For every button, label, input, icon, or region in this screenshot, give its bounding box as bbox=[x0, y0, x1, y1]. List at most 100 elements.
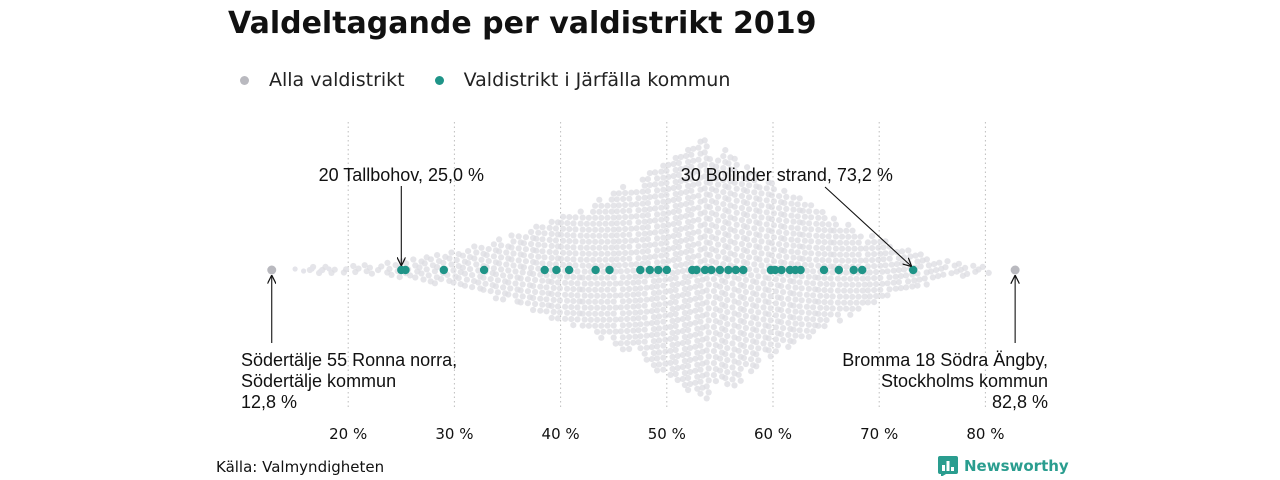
district-point bbox=[783, 193, 790, 200]
district-point bbox=[760, 280, 767, 287]
jarfalla-point bbox=[715, 265, 725, 275]
district-point bbox=[546, 248, 553, 255]
district-point bbox=[644, 260, 652, 267]
district-point bbox=[615, 238, 623, 245]
district-point bbox=[746, 218, 753, 225]
district-point bbox=[463, 276, 470, 283]
district-point bbox=[660, 330, 667, 337]
district-point bbox=[630, 267, 637, 274]
district-point bbox=[733, 161, 740, 168]
annotation-label: Södertälje 55 Ronna norra, bbox=[241, 350, 457, 370]
district-point bbox=[755, 345, 762, 352]
district-point bbox=[624, 267, 631, 275]
district-point bbox=[685, 242, 692, 250]
annotation-label: 12,8 % bbox=[241, 392, 297, 412]
district-point bbox=[663, 203, 670, 210]
district-point bbox=[570, 232, 577, 239]
district-point bbox=[705, 389, 712, 396]
district-point bbox=[821, 227, 828, 234]
district-point bbox=[600, 292, 607, 299]
legend-dot-jarfalla bbox=[434, 75, 444, 85]
district-point bbox=[596, 220, 603, 227]
district-point bbox=[610, 202, 617, 209]
district-point bbox=[751, 213, 758, 220]
district-point bbox=[622, 189, 629, 197]
district-point bbox=[662, 300, 669, 307]
district-point bbox=[916, 276, 923, 283]
district-point bbox=[643, 356, 650, 363]
district-point bbox=[530, 282, 537, 290]
district-point bbox=[630, 303, 637, 310]
district-point bbox=[687, 308, 694, 316]
district-point bbox=[587, 316, 595, 323]
district-point bbox=[535, 241, 542, 248]
district-point bbox=[899, 248, 906, 255]
district-point bbox=[687, 296, 694, 304]
district-point bbox=[740, 318, 748, 326]
district-point bbox=[715, 157, 722, 164]
district-point bbox=[669, 329, 676, 336]
district-point bbox=[669, 341, 676, 348]
district-point bbox=[703, 323, 710, 330]
district-point bbox=[742, 276, 750, 284]
district-point bbox=[590, 232, 597, 239]
district-point bbox=[594, 328, 601, 335]
annotations: 20 Tallbohov, 25,0 % 30 Bolinder strand, … bbox=[241, 165, 1048, 412]
district-point bbox=[740, 342, 748, 350]
district-point bbox=[639, 260, 646, 267]
district-point bbox=[713, 259, 720, 266]
district-point bbox=[564, 297, 571, 304]
district-point bbox=[656, 337, 663, 344]
district-point bbox=[541, 230, 548, 237]
district-point bbox=[637, 333, 644, 340]
district-point bbox=[416, 264, 423, 271]
district-point bbox=[914, 282, 921, 289]
district-point bbox=[768, 216, 776, 223]
district-point bbox=[796, 195, 803, 202]
district-point bbox=[770, 186, 778, 193]
district-point bbox=[713, 211, 720, 218]
district-point bbox=[871, 251, 878, 258]
district-point bbox=[641, 230, 648, 237]
district-point bbox=[725, 220, 732, 227]
district-point bbox=[548, 218, 555, 225]
district-point bbox=[646, 206, 654, 213]
district-point bbox=[753, 279, 760, 286]
district-point bbox=[703, 275, 710, 282]
district-point bbox=[568, 280, 575, 287]
district-point bbox=[985, 269, 992, 276]
district-point bbox=[604, 214, 611, 221]
district-point bbox=[681, 309, 689, 317]
district-point bbox=[768, 180, 776, 187]
district-point bbox=[677, 237, 685, 245]
district-point bbox=[654, 259, 661, 266]
district-point bbox=[845, 257, 852, 264]
district-point bbox=[768, 204, 776, 211]
district-point bbox=[738, 228, 746, 236]
district-point bbox=[746, 266, 753, 273]
district-point bbox=[746, 206, 753, 213]
district-point bbox=[753, 291, 760, 298]
district-point bbox=[688, 211, 695, 218]
district-point bbox=[875, 244, 882, 251]
district-point bbox=[541, 254, 548, 261]
district-point bbox=[622, 249, 629, 257]
district-point bbox=[548, 242, 555, 249]
annotation-label: Bromma 18 Södra Ängby, bbox=[842, 350, 1048, 370]
jarfalla-point bbox=[858, 265, 867, 275]
district-point bbox=[855, 293, 862, 300]
district-point bbox=[615, 190, 623, 197]
district-point bbox=[710, 324, 718, 331]
district-point bbox=[598, 322, 605, 329]
district-point bbox=[866, 269, 874, 276]
district-point bbox=[781, 199, 788, 206]
district-point bbox=[515, 245, 522, 252]
district-point bbox=[558, 243, 565, 250]
district-point bbox=[667, 299, 674, 306]
district-point bbox=[864, 251, 872, 258]
district-point bbox=[742, 324, 750, 332]
district-point bbox=[519, 293, 526, 300]
district-point bbox=[888, 249, 895, 256]
district-point bbox=[632, 309, 639, 316]
